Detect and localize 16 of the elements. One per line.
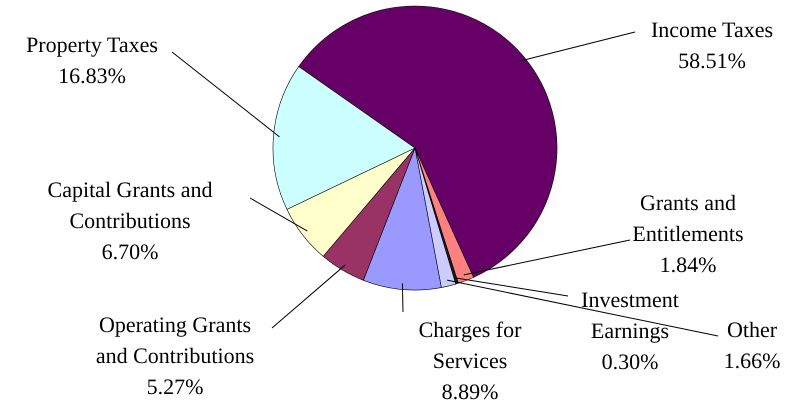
data-label: 58.51% xyxy=(678,48,746,73)
data-label: 1.66% xyxy=(724,348,780,373)
legend-label: Capital Grants and Contributions xyxy=(48,177,212,233)
data-label: 1.84% xyxy=(660,252,716,277)
slice-label: Property Taxes xyxy=(26,32,158,57)
slice-label: Operating Grants and Contributions xyxy=(96,312,254,368)
slice-label: Other xyxy=(726,317,778,342)
data-label: 16.83% xyxy=(58,63,126,88)
data-label: 5.27% xyxy=(146,374,204,399)
slice-label: Charges for Services xyxy=(418,317,522,373)
slice-label: Investment Earnings xyxy=(581,287,679,343)
data-label: 8.89% xyxy=(442,379,498,404)
slice-label: Grants and Entitlements xyxy=(632,190,744,246)
slice-label: Income Taxes xyxy=(650,17,774,42)
data-label: 6.70% xyxy=(102,239,158,264)
data-label: 0.30% xyxy=(602,349,658,374)
